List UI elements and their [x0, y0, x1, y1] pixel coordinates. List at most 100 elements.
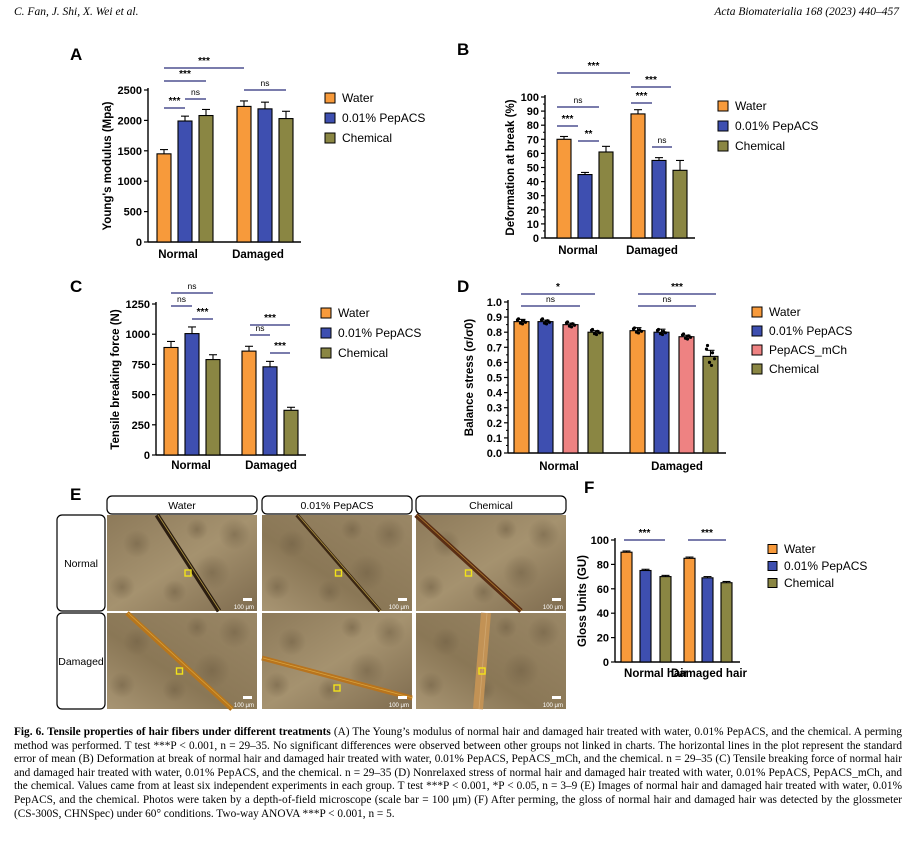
- data-point: [656, 327, 661, 332]
- significance-label: ***: [701, 528, 713, 539]
- legend-swatch: [767, 544, 778, 554]
- legend-swatch: [717, 120, 729, 132]
- category-label: Normal: [558, 245, 598, 257]
- row-header-box: [56, 612, 106, 710]
- y-tick-label: 250: [132, 420, 150, 432]
- texture-speck: [162, 579, 187, 604]
- scale-bar-label: 100 μm: [234, 605, 254, 611]
- texture-speck: [349, 652, 385, 689]
- y-tick-label: 0: [144, 450, 150, 462]
- significance-label: ***: [197, 307, 209, 318]
- significance-label: ***: [198, 56, 210, 67]
- y-tick-label: 500: [124, 207, 142, 219]
- y-tick-label: 70: [527, 134, 539, 146]
- y-tick-label: 0.5: [487, 373, 502, 385]
- panel-letter-f: F: [584, 478, 594, 497]
- row-header-label: Damaged: [58, 656, 104, 668]
- legend-label: Water: [338, 306, 370, 320]
- texture-speck: [495, 616, 517, 639]
- significance-label: ns: [191, 87, 200, 97]
- scale-bar: [243, 598, 252, 601]
- texture-speck: [373, 616, 406, 649]
- significance-label: ns: [663, 294, 672, 304]
- hair-strand: [154, 513, 222, 613]
- column-header-label: Chemical: [469, 500, 513, 512]
- row-header-box: [56, 514, 106, 612]
- bar-water-1: [241, 350, 257, 456]
- bar-0-01-pepacs-0: [639, 569, 652, 663]
- y-tick-label: 2000: [118, 115, 142, 127]
- row-header-label: Normal: [64, 558, 98, 570]
- data-point: [660, 332, 665, 337]
- texture-speck: [109, 574, 135, 600]
- data-point: [704, 347, 709, 351]
- significance-label: ns: [261, 78, 270, 88]
- y-tick-label: 10: [527, 219, 539, 231]
- figure-caption: Fig. 6. Tensile properties of hair fiber…: [14, 726, 902, 821]
- scale-bar-label: 100 μm: [234, 703, 254, 709]
- legend-label: Chemical: [735, 139, 785, 153]
- legend-swatch: [751, 306, 763, 318]
- y-tick-label: 40: [527, 177, 539, 189]
- scale-bar: [552, 598, 561, 601]
- texture-speck: [264, 672, 290, 698]
- column-header-box: [106, 495, 258, 515]
- y-tick-label: 750: [132, 359, 150, 371]
- bar-chemical-0: [598, 151, 614, 239]
- y-tick-label: 1250: [126, 299, 150, 311]
- hair-highlight: [478, 612, 488, 710]
- legend-label: Chemical: [338, 346, 388, 360]
- significance-label: ns: [546, 294, 555, 304]
- micrograph-damaged-1: 100 μm: [261, 613, 414, 709]
- bar-0-01-pepacs-1: [257, 108, 273, 243]
- texture-speck: [109, 672, 135, 698]
- texture-speck: [218, 616, 251, 649]
- texture-speck: [278, 627, 306, 656]
- bar-water-0: [156, 153, 172, 243]
- significance-label: ***: [179, 69, 191, 80]
- legend-swatch: [751, 363, 763, 375]
- y-tick-label: 20: [597, 633, 609, 645]
- caption-title: Tensile properties of hair fibers under …: [47, 726, 331, 738]
- micrograph-normal-0: 100 μm: [107, 513, 257, 613]
- texture-speck: [341, 616, 363, 639]
- bar-water-1: [630, 113, 646, 239]
- y-tick-label: 0.8: [487, 327, 502, 339]
- scale-bar-label: 100 μm: [389, 703, 409, 709]
- hair-strand: [295, 513, 382, 613]
- significance-label: ***: [636, 91, 648, 102]
- y-tick-label: 0.4: [487, 388, 503, 400]
- measure-marker: [464, 569, 473, 577]
- bar-chemical-0: [205, 359, 221, 456]
- y-tick-label: 100: [521, 92, 539, 104]
- bar-0-01-pepacs-0: [537, 321, 554, 454]
- bar-0-01-pepacs-1: [651, 159, 667, 239]
- panel-letter-d: D: [457, 277, 469, 296]
- texture-speck: [418, 672, 444, 698]
- texture-speck: [349, 554, 385, 591]
- micrograph-normal-1: 100 μm: [262, 513, 412, 613]
- y-tick-label: 0: [603, 657, 609, 669]
- y-axis-label: Young's modulus (Mpa): [102, 101, 114, 230]
- texture-speck: [123, 627, 151, 656]
- bar-chemical-0: [198, 114, 214, 243]
- data-point: [632, 326, 637, 330]
- data-point: [523, 320, 528, 324]
- texture-speck: [186, 616, 208, 639]
- significance-label: ***: [671, 282, 683, 293]
- measure-marker: [334, 569, 343, 577]
- legend-label: 0.01% PepACS: [769, 324, 852, 338]
- scale-bar: [398, 696, 407, 699]
- y-tick-label: 100: [591, 535, 609, 547]
- y-tick-label: 20: [527, 205, 539, 217]
- legend-label: 0.01% PepACS: [342, 111, 425, 125]
- legend-label: Chemical: [769, 362, 819, 376]
- data-point: [520, 322, 525, 326]
- bar-0-01-pepacs-1: [653, 331, 670, 454]
- y-axis-label: Tensile breaking force (N): [110, 309, 122, 450]
- texture-speck: [373, 518, 406, 551]
- data-point: [597, 331, 602, 335]
- bar-water-0: [620, 551, 633, 663]
- bar-water-0: [513, 321, 530, 454]
